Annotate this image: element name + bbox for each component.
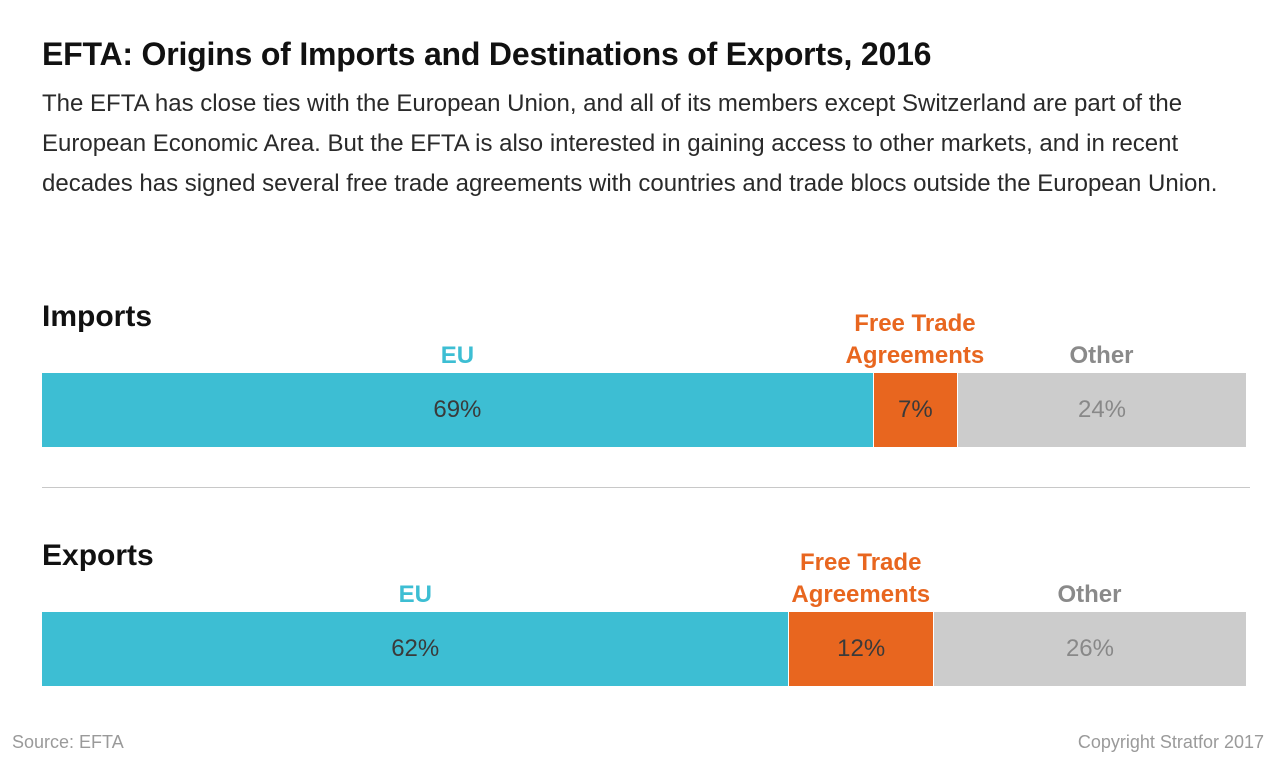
- exports-category-label-fta: Free Trade Agreements: [791, 549, 931, 608]
- imports-segment-eu: 69%: [42, 373, 873, 447]
- section-divider: [42, 487, 1250, 488]
- exports-segment-fta: 12%: [788, 612, 933, 686]
- imports-category-label-eu: EU: [440, 342, 475, 369]
- imports-category-label-other: Other: [1069, 342, 1134, 369]
- exports-segment-eu: 62%: [42, 612, 789, 686]
- imports-panel: Imports 69% 7% 24% EU Free Trade Agreements O…: [42, 300, 1246, 450]
- chart-title: EFTA: Origins of Imports and Destination…: [42, 36, 932, 72]
- chart-subtitle: The EFTA has close ties with the Europea…: [42, 90, 1218, 197]
- exports-segment-other: 26%: [932, 612, 1246, 686]
- imports-segment-other: 24%: [957, 373, 1246, 447]
- exports-value-label-other: 26%: [1065, 635, 1114, 662]
- source-note: Source: EFTA: [12, 732, 124, 752]
- exports-category-label-eu: EU: [398, 581, 432, 608]
- exports-value-label-fta: 12%: [837, 635, 886, 662]
- exports-category-label-other: Other: [1057, 581, 1122, 608]
- imports-bar: 69% 7% 24%: [42, 373, 1246, 447]
- exports-panel: Exports 62% 12% 26% EU Free Trade Agreements…: [42, 539, 1246, 689]
- exports-bar: 62% 12% 26%: [42, 612, 1246, 686]
- imports-value-label-eu: 69%: [433, 396, 482, 423]
- imports-segment-fta: 7%: [872, 373, 958, 447]
- imports-value-label-other: 24%: [1077, 396, 1127, 423]
- stacked-bar-chart: Imports 69% 7% 24% EU Free Trade Agreements O…: [0, 290, 1280, 690]
- imports-category-label-fta: Free Trade Agreements: [845, 310, 985, 369]
- imports-value-label-fta: 7%: [898, 396, 933, 423]
- copyright-note: Copyright Stratfor 2017: [1077, 732, 1264, 752]
- exports-value-label-eu: 62%: [391, 635, 440, 662]
- imports-panel-title: Imports: [42, 300, 153, 333]
- exports-panel-title: Exports: [42, 539, 154, 572]
